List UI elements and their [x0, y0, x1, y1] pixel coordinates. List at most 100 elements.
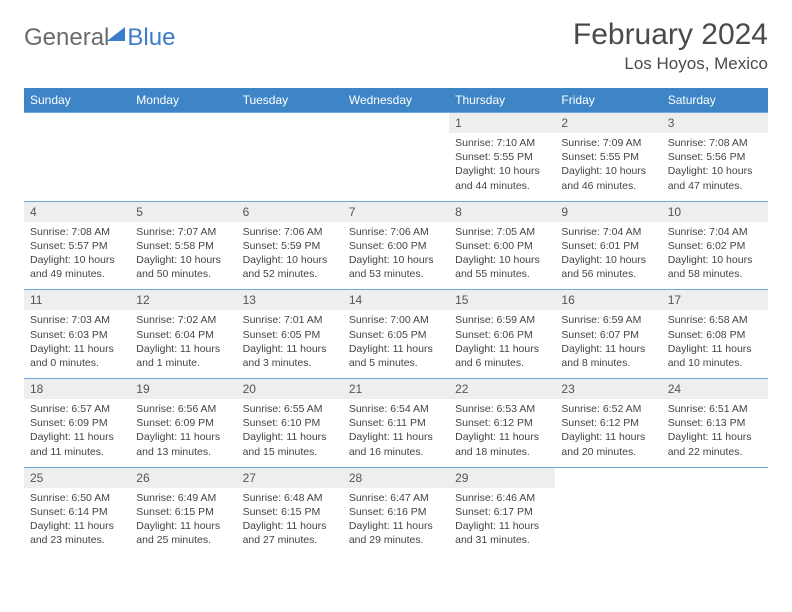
- title-block: February 2024 Los Hoyos, Mexico: [573, 18, 768, 74]
- calendar-day-cell: 16 Sunrise: 6:59 AMSunset: 6:07 PMDayligh…: [555, 290, 661, 379]
- day-info: Sunrise: 6:56 AMSunset: 6:09 PMDaylight:…: [136, 402, 230, 459]
- day-info: Sunrise: 7:05 AMSunset: 6:00 PMDaylight:…: [455, 225, 549, 282]
- day-info: Sunrise: 6:54 AMSunset: 6:11 PMDaylight:…: [349, 402, 443, 459]
- day-info: Sunrise: 7:04 AMSunset: 6:01 PMDaylight:…: [561, 225, 655, 282]
- day-number: 22: [449, 379, 555, 399]
- brand-part2: Blue: [127, 24, 175, 52]
- calendar-day-cell: 20Sunrise: 6:55 AMSunset: 6:10 PMDayligh…: [237, 379, 343, 468]
- day-number: 12: [130, 290, 236, 310]
- day-info: Sunrise: 7:08 AMSunset: 5:56 PMDaylight:…: [668, 136, 762, 193]
- day-number: 7: [343, 202, 449, 222]
- day-number: 20: [237, 379, 343, 399]
- calendar-empty-cell: [343, 113, 449, 202]
- day-number: 1: [449, 113, 555, 133]
- calendar-week-row: 18 Sunrise: 6:57 AMSunset: 6:09 PMDayligh…: [24, 379, 768, 468]
- calendar-empty-cell: [662, 467, 768, 555]
- day-info: Sunrise: 7:06 AMSunset: 5:59 PMDaylight:…: [243, 225, 337, 282]
- calendar-day-cell: 23 Sunrise: 6:52 AMSunset: 6:12 PMDayligh…: [555, 379, 661, 468]
- calendar-day-cell: 8 Sunrise: 7:05 AMSunset: 6:00 PMDaylight…: [449, 201, 555, 290]
- calendar-empty-cell: [130, 113, 236, 202]
- day-number: 27: [237, 468, 343, 488]
- day-info: Sunrise: 7:08 AMSunset: 5:57 PMDaylight:…: [30, 225, 124, 282]
- day-info: Sunrise: 6:58 AMSunset: 6:08 PMDaylight:…: [668, 313, 762, 370]
- calendar-day-cell: 26 Sunrise: 6:49 AMSunset: 6:15 PMDayligh…: [130, 467, 236, 555]
- day-number: 11: [24, 290, 130, 310]
- day-info: Sunrise: 6:50 AMSunset: 6:14 PMDaylight:…: [30, 491, 124, 548]
- day-number: 16: [555, 290, 661, 310]
- calendar-day-cell: 29Sunrise: 6:46 AMSunset: 6:17 PMDayligh…: [449, 467, 555, 555]
- day-number: 25: [24, 468, 130, 488]
- day-number: 5: [130, 202, 236, 222]
- day-info: Sunrise: 6:49 AMSunset: 6:15 PMDaylight:…: [136, 491, 230, 548]
- calendar-day-cell: 15 Sunrise: 6:59 AMSunset: 6:06 PMDayligh…: [449, 290, 555, 379]
- day-number: 2: [555, 113, 661, 133]
- calendar-day-cell: 2 Sunrise: 7:09 AMSunset: 5:55 PMDaylight…: [555, 113, 661, 202]
- calendar-day-cell: 12 Sunrise: 7:02 AMSunset: 6:04 PMDayligh…: [130, 290, 236, 379]
- calendar-day-cell: 22 Sunrise: 6:53 AMSunset: 6:12 PMDayligh…: [449, 379, 555, 468]
- calendar-week-row: 1Sunrise: 7:10 AMSunset: 5:55 PMDaylight…: [24, 113, 768, 202]
- calendar-day-cell: 27 Sunrise: 6:48 AMSunset: 6:15 PMDayligh…: [237, 467, 343, 555]
- day-number: 10: [662, 202, 768, 222]
- calendar-day-cell: 10 Sunrise: 7:04 AMSunset: 6:02 PMDayligh…: [662, 201, 768, 290]
- calendar-day-cell: 24 Sunrise: 6:51 AMSunset: 6:13 PMDayligh…: [662, 379, 768, 468]
- calendar-day-cell: 9 Sunrise: 7:04 AMSunset: 6:01 PMDaylight…: [555, 201, 661, 290]
- weekday-header: Monday: [130, 88, 236, 113]
- day-info: Sunrise: 7:02 AMSunset: 6:04 PMDaylight:…: [136, 313, 230, 370]
- calendar-empty-cell: [24, 113, 130, 202]
- calendar-week-row: 25 Sunrise: 6:50 AMSunset: 6:14 PMDayligh…: [24, 467, 768, 555]
- day-number: 24: [662, 379, 768, 399]
- day-info: Sunrise: 6:59 AMSunset: 6:07 PMDaylight:…: [561, 313, 655, 370]
- calendar-day-cell: 7 Sunrise: 7:06 AMSunset: 6:00 PMDaylight…: [343, 201, 449, 290]
- day-number: 9: [555, 202, 661, 222]
- calendar-day-cell: 6 Sunrise: 7:06 AMSunset: 5:59 PMDaylight…: [237, 201, 343, 290]
- day-info: Sunrise: 7:09 AMSunset: 5:55 PMDaylight:…: [561, 136, 655, 193]
- day-info: Sunrise: 6:57 AMSunset: 6:09 PMDaylight:…: [30, 402, 124, 459]
- day-info: Sunrise: 7:04 AMSunset: 6:02 PMDaylight:…: [668, 225, 762, 282]
- day-number: 6: [237, 202, 343, 222]
- calendar-day-cell: 19Sunrise: 6:56 AMSunset: 6:09 PMDayligh…: [130, 379, 236, 468]
- day-number: 8: [449, 202, 555, 222]
- day-number: 15: [449, 290, 555, 310]
- day-info: Sunrise: 6:59 AMSunset: 6:06 PMDaylight:…: [455, 313, 549, 370]
- day-number: 18: [24, 379, 130, 399]
- calendar-day-cell: 17Sunrise: 6:58 AMSunset: 6:08 PMDayligh…: [662, 290, 768, 379]
- day-number: 13: [237, 290, 343, 310]
- day-info: Sunrise: 6:47 AMSunset: 6:16 PMDaylight:…: [349, 491, 443, 548]
- calendar-day-cell: 21Sunrise: 6:54 AMSunset: 6:11 PMDayligh…: [343, 379, 449, 468]
- brand-logo: General Blue: [24, 24, 175, 52]
- calendar-empty-cell: [237, 113, 343, 202]
- calendar-body: 1Sunrise: 7:10 AMSunset: 5:55 PMDaylight…: [24, 113, 768, 556]
- weekday-header: Tuesday: [237, 88, 343, 113]
- day-info: Sunrise: 6:51 AMSunset: 6:13 PMDaylight:…: [668, 402, 762, 459]
- day-info: Sunrise: 7:07 AMSunset: 5:58 PMDaylight:…: [136, 225, 230, 282]
- calendar-week-row: 4 Sunrise: 7:08 AMSunset: 5:57 PMDaylight…: [24, 201, 768, 290]
- calendar-day-cell: 3Sunrise: 7:08 AMSunset: 5:56 PMDaylight…: [662, 113, 768, 202]
- day-info: Sunrise: 6:46 AMSunset: 6:17 PMDaylight:…: [455, 491, 549, 548]
- location-label: Los Hoyos, Mexico: [573, 54, 768, 74]
- weekday-header: Thursday: [449, 88, 555, 113]
- calendar-day-cell: 1Sunrise: 7:10 AMSunset: 5:55 PMDaylight…: [449, 113, 555, 202]
- calendar-day-cell: 11 Sunrise: 7:03 AMSunset: 6:03 PMDayligh…: [24, 290, 130, 379]
- day-number: 23: [555, 379, 661, 399]
- calendar-day-cell: 28 Sunrise: 6:47 AMSunset: 6:16 PMDayligh…: [343, 467, 449, 555]
- day-number: 26: [130, 468, 236, 488]
- weekday-header: Sunday: [24, 88, 130, 113]
- weekday-header: Friday: [555, 88, 661, 113]
- day-number: 28: [343, 468, 449, 488]
- day-info: Sunrise: 7:06 AMSunset: 6:00 PMDaylight:…: [349, 225, 443, 282]
- day-number: 4: [24, 202, 130, 222]
- day-info: Sunrise: 6:52 AMSunset: 6:12 PMDaylight:…: [561, 402, 655, 459]
- calendar-day-cell: 25 Sunrise: 6:50 AMSunset: 6:14 PMDayligh…: [24, 467, 130, 555]
- day-number: 14: [343, 290, 449, 310]
- day-info: Sunrise: 6:53 AMSunset: 6:12 PMDaylight:…: [455, 402, 549, 459]
- header: General Blue February 2024 Los Hoyos, Me…: [24, 18, 768, 74]
- day-info: Sunrise: 7:03 AMSunset: 6:03 PMDaylight:…: [30, 313, 124, 370]
- day-info: Sunrise: 6:48 AMSunset: 6:15 PMDaylight:…: [243, 491, 337, 548]
- day-info: Sunrise: 7:01 AMSunset: 6:05 PMDaylight:…: [243, 313, 337, 370]
- calendar-day-cell: 14 Sunrise: 7:00 AMSunset: 6:05 PMDayligh…: [343, 290, 449, 379]
- calendar-empty-cell: [555, 467, 661, 555]
- calendar-day-cell: 5 Sunrise: 7:07 AMSunset: 5:58 PMDaylight…: [130, 201, 236, 290]
- weekday-header: Saturday: [662, 88, 768, 113]
- day-info: Sunrise: 7:00 AMSunset: 6:05 PMDaylight:…: [349, 313, 443, 370]
- calendar-day-cell: 18 Sunrise: 6:57 AMSunset: 6:09 PMDayligh…: [24, 379, 130, 468]
